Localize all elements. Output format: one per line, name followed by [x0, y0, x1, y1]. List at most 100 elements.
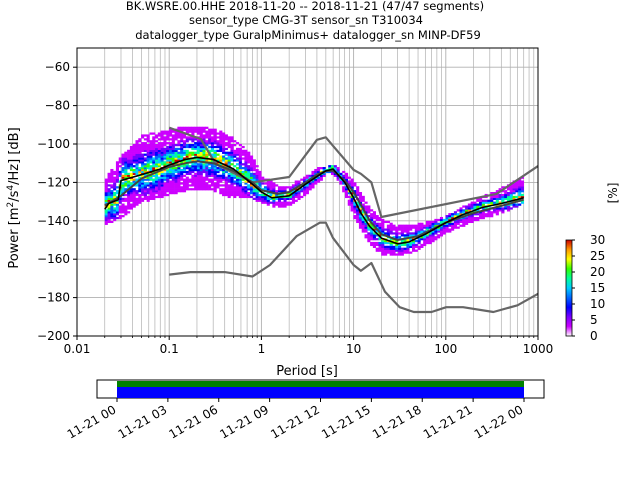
psd-cell	[303, 190, 307, 193]
psd-cell	[417, 232, 421, 235]
psd-cell	[227, 186, 231, 189]
psd-cell	[210, 145, 214, 149]
psd-cell	[386, 249, 390, 252]
psd-cell	[194, 130, 198, 133]
psd-cell	[490, 201, 494, 204]
psd-cell	[453, 226, 457, 229]
psd-cell	[280, 197, 284, 200]
psd-cell	[395, 240, 399, 243]
psd-cell	[442, 218, 446, 222]
colorbar-tick-label: 10	[590, 297, 605, 311]
psd-cell	[191, 126, 195, 129]
psd-cell	[163, 193, 167, 197]
psd-cell	[191, 128, 195, 131]
psd-cell	[244, 192, 248, 195]
psd-cell	[177, 159, 181, 162]
psd-cell	[202, 182, 206, 185]
psd-cell	[180, 182, 184, 185]
psd-cell	[227, 163, 231, 166]
psd-cell	[314, 180, 318, 183]
psd-cell	[174, 190, 178, 193]
psd-cell	[280, 203, 284, 206]
psd-cell	[241, 190, 245, 193]
psd-cell	[104, 192, 108, 195]
psd-cell	[462, 220, 466, 224]
psd-cell	[185, 188, 189, 191]
psd-cell	[152, 149, 156, 152]
psd-cell	[456, 222, 460, 225]
psd-cell	[423, 226, 427, 229]
psd-cell	[149, 165, 153, 168]
psd-cell	[258, 182, 262, 185]
psd-cell	[194, 138, 198, 141]
psd-cell	[155, 153, 159, 156]
psd-cell	[171, 176, 175, 179]
psd-cell	[372, 238, 376, 241]
psd-cell	[361, 220, 365, 224]
psd-cell	[434, 236, 438, 239]
psd-cell	[509, 188, 513, 191]
psd-cell	[297, 193, 301, 197]
psd-cell	[484, 207, 488, 210]
psd-cell	[473, 207, 477, 210]
psd-cell	[350, 207, 354, 210]
psd-cell	[132, 199, 136, 202]
psd-cell	[314, 168, 318, 172]
psd-cell	[431, 220, 435, 224]
psd-cell	[386, 247, 390, 250]
psd-cell	[171, 170, 175, 174]
psd-cell	[283, 188, 287, 191]
psd-cell	[361, 205, 365, 208]
psd-cell	[431, 230, 435, 233]
psd-cell	[124, 211, 128, 214]
psd-cell	[504, 192, 508, 195]
psd-cell	[177, 126, 181, 129]
psd-cell	[462, 205, 466, 208]
psd-cell	[166, 153, 170, 156]
psd-cell	[182, 140, 187, 143]
psd-cell	[216, 180, 220, 183]
psd-cell	[219, 174, 223, 177]
psd-cell	[487, 201, 491, 204]
psd-cell	[439, 218, 444, 222]
psd-cell	[328, 170, 332, 174]
psd-cell	[168, 151, 173, 154]
psd-cell	[129, 168, 133, 172]
psd-cell	[191, 145, 195, 149]
psd-cell	[110, 190, 114, 193]
psd-cell	[428, 226, 432, 229]
psd-cell	[177, 165, 181, 168]
psd-cell	[110, 195, 114, 199]
psd-cell	[224, 192, 228, 195]
psd-cell	[465, 207, 469, 210]
psd-cell	[127, 211, 131, 214]
psd-cell	[495, 211, 499, 214]
psd-cell	[411, 232, 416, 235]
psd-cell	[272, 197, 276, 200]
psd-cell	[241, 153, 245, 156]
psd-cell	[459, 213, 463, 216]
psd-cell	[473, 218, 477, 222]
psd-cell	[118, 211, 122, 214]
psd-cell	[180, 155, 184, 158]
psd-cell	[194, 188, 198, 191]
psd-cell	[470, 207, 474, 210]
psd-cell	[149, 140, 153, 143]
psd-cell	[336, 167, 340, 170]
psd-cell	[124, 174, 128, 177]
psd-cell	[244, 186, 248, 189]
psd-cell	[398, 226, 402, 229]
psd-cell	[143, 165, 147, 168]
psd-cell	[473, 205, 477, 208]
psd-cell	[495, 199, 499, 202]
psd-cell	[370, 216, 374, 220]
psd-cell	[233, 140, 237, 143]
psd-cell	[222, 168, 226, 172]
psd-cell	[171, 188, 175, 191]
psd-cell	[143, 193, 147, 197]
psd-cell	[152, 147, 156, 151]
psd-cell	[129, 151, 133, 154]
psd-cell	[222, 149, 226, 152]
psd-cell	[188, 130, 192, 133]
psd-cell	[177, 182, 181, 185]
